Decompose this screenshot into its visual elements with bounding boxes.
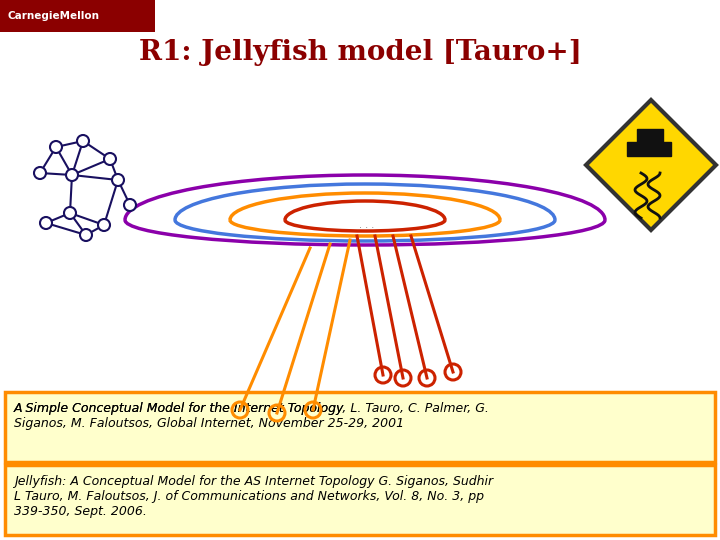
Circle shape bbox=[98, 219, 110, 231]
Bar bbox=[637, 129, 663, 143]
Circle shape bbox=[124, 199, 136, 211]
Circle shape bbox=[104, 153, 116, 165]
Bar bbox=[5, 465, 715, 535]
Text: CarnegieMellon: CarnegieMellon bbox=[8, 11, 100, 21]
Text: Jellyfish: A Conceptual Model for the AS Internet Topology G. Siganos, Sudhir
L : Jellyfish: A Conceptual Model for the AS… bbox=[14, 475, 493, 518]
Circle shape bbox=[50, 141, 62, 153]
Text: . . .: . . . bbox=[359, 220, 374, 230]
Text: A Simple Conceptual Model for the Internet Topology, L. Tauro, C. Palmer, G.
Sig: A Simple Conceptual Model for the Intern… bbox=[14, 402, 490, 430]
Bar bbox=[5, 392, 715, 462]
Circle shape bbox=[112, 174, 124, 186]
Circle shape bbox=[66, 169, 78, 181]
Bar bbox=[627, 142, 671, 156]
Circle shape bbox=[64, 207, 76, 219]
Polygon shape bbox=[586, 100, 716, 230]
Text: A Simple Conceptual Model for the Internet Topology: A Simple Conceptual Model for the Intern… bbox=[14, 402, 344, 415]
Circle shape bbox=[77, 135, 89, 147]
Circle shape bbox=[80, 229, 92, 241]
Text: R1: Jellyfish model [Tauro+]: R1: Jellyfish model [Tauro+] bbox=[138, 38, 582, 65]
Circle shape bbox=[34, 167, 46, 179]
Text: A Simple Conceptual Model for the Internet Topology, L. Tauro, C. Palmer, G.
Sig: A Simple Conceptual Model for the Intern… bbox=[14, 402, 490, 430]
Bar bbox=[0, 0, 155, 32]
Circle shape bbox=[40, 217, 52, 229]
